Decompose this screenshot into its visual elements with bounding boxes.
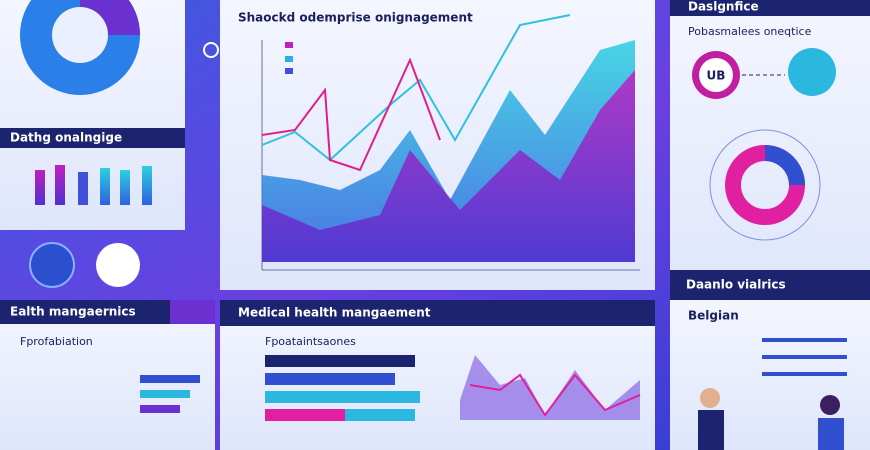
panel-header: Medical health mangaement <box>238 306 431 320</box>
bar <box>55 165 65 205</box>
header-bar <box>670 0 870 16</box>
mini-area <box>460 355 640 420</box>
bar <box>140 375 200 383</box>
bottom-right-panel: Belgian <box>670 300 870 450</box>
mini-bars <box>35 165 152 205</box>
footer-bar <box>670 270 870 300</box>
bar <box>265 355 415 367</box>
header-icon <box>170 300 215 324</box>
icon-circle <box>96 243 140 287</box>
right-panel: Daslgnfice Pobasmalees oneqtice UB Daanl… <box>670 0 870 300</box>
person <box>818 418 844 450</box>
legend-swatch <box>285 56 293 62</box>
person <box>698 410 724 450</box>
panel-subtitle: Fpoataintsaones <box>265 335 356 348</box>
connector <box>203 42 219 58</box>
donut-hole <box>52 7 108 63</box>
legend-swatch <box>285 68 293 74</box>
panel-header: Daslgnfice <box>688 0 759 14</box>
bar <box>265 373 395 385</box>
panel-title: Dathg onalngige <box>10 131 122 145</box>
main-chart-panel: Shaockd odemprise onignagement <box>220 0 655 290</box>
person <box>700 388 720 408</box>
gear-icon <box>788 48 836 96</box>
area <box>262 70 635 262</box>
orbit <box>709 129 821 241</box>
bottom-left-panel: Ealth mangaernics Fprofabiation <box>0 300 215 450</box>
top-left-panel: Dathg onalngige <box>0 0 185 230</box>
line-item <box>762 338 847 342</box>
panel <box>670 0 870 290</box>
badge-inner <box>699 58 733 92</box>
line <box>261 57 441 172</box>
title-bar <box>0 128 185 148</box>
chart-title: Shaockd odemprise onignagement <box>238 11 473 25</box>
person <box>820 395 840 415</box>
panel-header: Belgian <box>688 309 739 323</box>
line-item <box>762 372 847 376</box>
panel-subtitle: Pobasmalees oneqtice <box>688 25 812 38</box>
donut-slice <box>765 145 805 185</box>
bar <box>142 166 152 205</box>
icon-circle <box>29 242 75 288</box>
bar <box>265 391 420 403</box>
header-bar <box>220 300 655 326</box>
line-item <box>762 355 847 359</box>
bar <box>100 168 110 205</box>
bar <box>35 170 45 205</box>
mini-line <box>469 373 641 417</box>
panel-subtitle: Fprofabiation <box>20 335 93 348</box>
badge-label: UB <box>707 69 726 83</box>
line <box>261 14 571 162</box>
panel-footer: Daanlo vialrics <box>686 278 786 292</box>
panel-header: Ealth mangaernics <box>10 305 136 319</box>
legend-swatch <box>285 42 293 48</box>
bar <box>78 172 88 205</box>
bar <box>345 409 415 421</box>
bar <box>140 390 190 398</box>
bar <box>120 170 130 205</box>
bottom-center-panel: Medical health mangaement Fpoataintsaone… <box>220 300 655 450</box>
bar <box>140 405 180 413</box>
bar <box>265 409 345 421</box>
